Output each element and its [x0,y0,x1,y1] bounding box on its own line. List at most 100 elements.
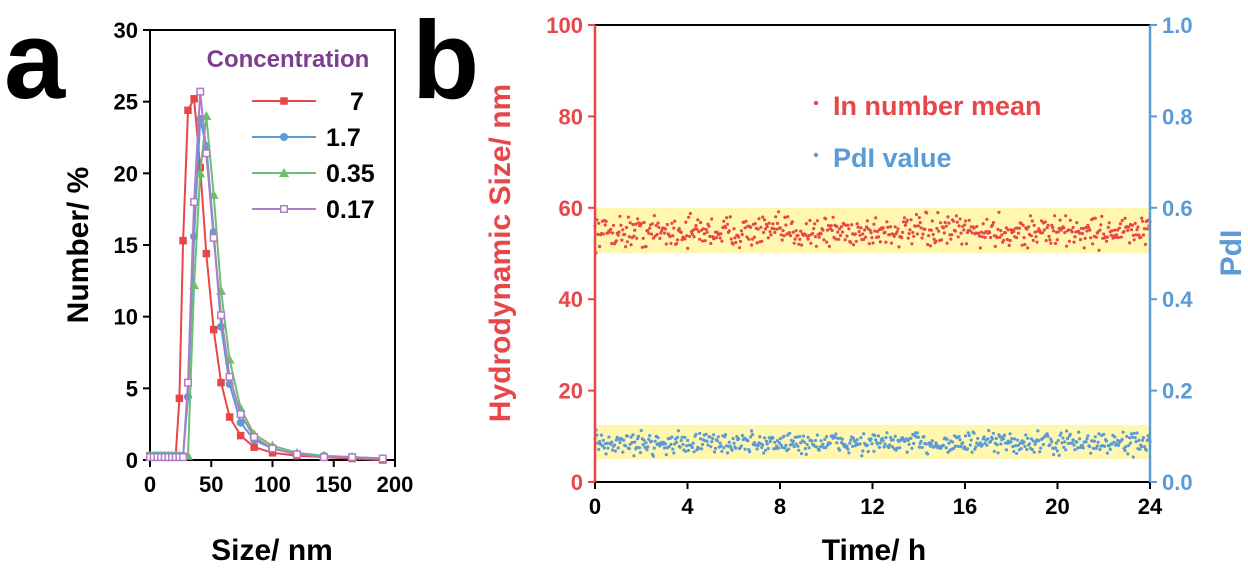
panel-b-data-point [1129,228,1134,232]
panel-b-data-point [1025,227,1029,231]
panel-a-data-point [236,431,245,440]
panel-b-data-point [794,229,798,233]
panel-b-data-point [863,228,867,232]
panel-b-data-point [631,433,635,437]
panel-b-data-point [674,242,679,246]
panel-b-data-point [757,217,761,221]
panel-b-data-point [1012,449,1016,454]
panel-b-data-point [1072,443,1076,447]
panel-b-data-point [686,438,690,442]
panel-b-data-point [1027,225,1031,229]
panel-b-data-point [783,446,787,450]
panel-b-data-point [1127,225,1131,229]
panel-b-data-point [955,220,959,224]
panel-b-data-point [624,444,628,448]
panel-b-data-point [631,222,635,227]
panel-b-data-point [750,432,755,437]
panel-b-data-point [629,435,633,439]
panel-b-data-point [872,449,876,453]
panel-b-data-point [939,221,943,225]
panel-b-data-point [985,443,989,447]
panel-b-data-point [1105,235,1109,239]
panel-b-data-point [636,434,641,438]
panel-b-data-point [845,444,849,448]
panel-b-data-point [974,445,978,449]
panel-b-data-point [756,227,760,231]
panel-b-data-point [775,227,779,231]
panel-b-data-point [864,235,868,239]
panel-b-data-point [1038,450,1042,454]
panel-b-right-y-tick-label: 0.0 [1162,470,1193,495]
panel-b-data-point [819,232,823,236]
panel-b-data-point [727,440,731,444]
panel-b-data-point [745,235,749,239]
panel-b-data-point [697,230,701,234]
panel-b-data-point [1116,438,1120,442]
panel-b-data-point [737,246,742,250]
panel-b-data-point [1126,228,1130,232]
panel-b-data-point [598,440,602,444]
panel-b-data-point [763,227,768,231]
panel-b-data-point [1093,435,1097,439]
panel-a-series-line [150,95,383,461]
panel-b-data-point [898,446,902,450]
panel-b-data-point [996,451,1000,455]
panel-b-data-point [621,228,625,232]
panel-b-data-point [599,433,604,437]
panel-b-data-point [856,225,860,229]
panel-b-data-point [859,226,863,230]
panel-b-data-point [784,223,788,227]
panel-b-data-point [1031,238,1035,242]
panel-b-data-point [799,229,803,233]
panel-b-data-point [650,222,655,226]
panel-b-data-point [612,443,617,447]
panel-b-data-point [945,437,949,441]
panel-b-data-point [678,445,682,449]
panel-b-data-point [1049,241,1053,245]
panel-b-data-point [941,443,946,447]
panel-b-data-point [687,448,691,452]
panel-b-data-point [1100,214,1104,218]
panel-b-data-point [1107,221,1111,225]
panel-b-data-point [1016,443,1021,447]
panel-b-data-point [704,432,708,436]
panel-b-data-point [752,235,757,239]
panel-b-data-point [756,444,760,448]
panel-b-data-point [860,454,864,458]
panel-b-data-point [1047,234,1051,238]
panel-b-data-point [690,232,694,236]
panel-b-data-point [932,237,936,241]
panel-b-data-point [680,435,684,439]
panel-b-data-point [814,445,819,449]
panel-b-data-point [722,219,726,223]
panel-b-data-point [970,231,974,235]
panel-b-data-point [869,437,873,441]
panel-b-data-point [934,239,938,243]
panel-a-data-point [179,236,187,245]
panel-b-data-point [656,221,660,225]
panel-b-data-point [847,451,851,455]
panel-b-data-point [947,221,951,225]
panel-b-data-point [951,440,955,444]
panel-b-data-point [1057,453,1061,457]
panel-b-data-point [684,449,688,453]
panel-b-data-point [1077,430,1081,434]
panel-b-data-point [633,228,637,232]
panel-b-data-point [910,446,914,450]
panel-b-data-point [763,448,768,452]
panel-b-data-point [708,435,712,439]
panel-b-x-tick-label: 20 [1045,494,1069,519]
panel-b-data-point [851,444,855,448]
panel-b-data-point [649,232,654,236]
panel-b-data-point [874,216,878,220]
panel-b-data-point [622,438,626,442]
panel-b-data-point [1137,233,1141,237]
panel-b-data-point [667,445,671,449]
panel-b-data-point [658,236,662,240]
panel-b-data-point [895,446,899,450]
panel-b-data-point [868,228,872,232]
panel-b-data-point [776,210,781,214]
panel-b-data-point [813,235,818,239]
panel-b-data-point [834,237,838,241]
panel-b-data-point [1072,240,1076,244]
